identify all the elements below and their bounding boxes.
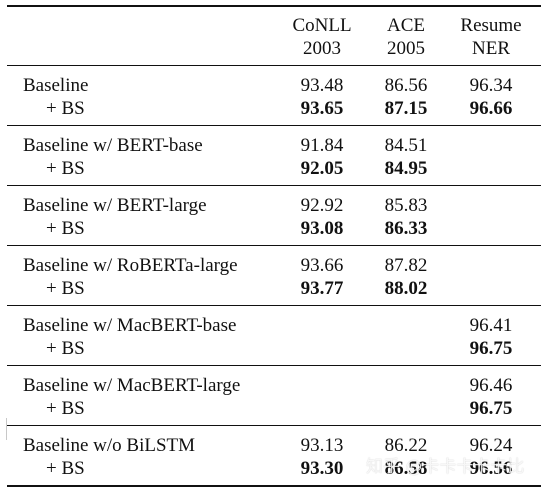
cell-conll: 91.84 [300,135,344,156]
row-label: Baseline [23,75,89,96]
row-divider [7,185,541,186]
cell-bs-conll: 93.08 [300,218,344,239]
header-ace-line2: 2005 [387,38,425,59]
top-rule [7,5,541,7]
row-divider [7,305,541,306]
cell-bs-resume: 96.66 [469,98,513,119]
row-bs-label: + BS [46,98,85,119]
cell-resume: 96.34 [469,75,513,96]
cell-bs-resume: 96.56 [469,458,513,479]
cell-bs-conll: 93.30 [300,458,344,479]
header-rule [7,65,541,66]
header-conll-line1: CoNLL [292,15,352,36]
row-divider [7,425,541,426]
cell-ace: 86.56 [384,75,428,96]
bottom-rule [7,485,541,487]
cell-bs-resume: 96.75 [469,338,513,359]
cell-ace: 85.83 [384,195,428,216]
row-bs-label: + BS [46,458,85,479]
row-label: Baseline w/ BERT-base [23,135,203,156]
row-bs-label: + BS [46,278,85,299]
row-label: Baseline w/ MacBERT-large [23,375,241,396]
cell-bs-conll: 92.05 [300,158,344,179]
header-ace-line1: ACE [387,15,425,36]
cell-ace: 84.51 [384,135,428,156]
cell-conll: 92.92 [300,195,344,216]
cell-ace: 86.22 [384,435,428,456]
row-label: Baseline w/ RoBERTa-large [23,255,238,276]
row-label: Baseline w/ MacBERT-base [23,315,237,336]
cell-bs-ace: 88.02 [384,278,428,299]
cell-bs-ace: 87.15 [384,98,428,119]
cell-bs-conll: 93.77 [300,278,344,299]
row-bs-label: + BS [46,398,85,419]
cell-bs-conll: 93.65 [300,98,344,119]
header-conll-line2: 2003 [303,38,341,59]
row-bs-label: + BS [46,338,85,359]
cell-bs-ace: 84.95 [384,158,428,179]
cell-conll: 93.48 [300,75,344,96]
row-bs-label: + BS [46,218,85,239]
cell-bs-ace: 86.33 [384,218,428,239]
cell-bs-resume: 96.75 [469,398,513,419]
header-resume-line2: NER [472,38,510,59]
row-divider [7,365,541,366]
cell-bs-ace: 86.58 [384,458,428,479]
row-divider [7,125,541,126]
cell-resume: 96.46 [469,375,513,396]
row-bs-label: + BS [46,158,85,179]
cell-ace: 87.82 [384,255,428,276]
cell-resume: 96.41 [469,315,513,336]
watermark: 知乎 @卡卡卡卡卡比 [366,457,525,477]
cell-conll: 93.66 [300,255,344,276]
left-edge-mark [0,418,7,440]
header-resume-line1: Resume [460,15,522,36]
row-label: Baseline w/ BERT-large [23,195,207,216]
cell-resume: 96.24 [469,435,513,456]
row-divider [7,245,541,246]
row-label: Baseline w/o BiLSTM [23,435,196,456]
cell-conll: 93.13 [300,435,344,456]
